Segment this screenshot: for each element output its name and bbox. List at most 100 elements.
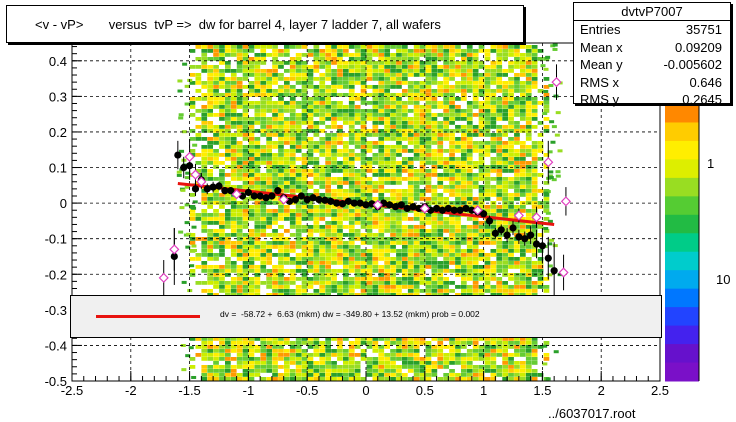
stats-value: -0.005602 <box>663 57 722 72</box>
colorbar-segment <box>665 288 699 308</box>
profile-point-open <box>558 267 569 278</box>
profile-point <box>509 224 517 232</box>
profile-point <box>297 192 305 200</box>
profile-point <box>544 254 552 262</box>
profile-point <box>338 200 347 208</box>
profile-point <box>480 210 488 218</box>
profile-point <box>456 206 464 214</box>
profile-point <box>227 187 235 195</box>
x-tick-label: -0.5 <box>296 383 318 398</box>
profile-black-points <box>170 140 558 300</box>
x-tick-label: 2 <box>598 383 605 398</box>
profile-point <box>274 187 282 195</box>
title-box: <v - vP> versus tvP => dw for barrel 4, … <box>6 5 524 43</box>
stats-row-entries: Entries 35751 <box>574 21 730 39</box>
x-tick-label: 1 <box>480 383 487 398</box>
profile-point-open <box>169 244 180 255</box>
footer-filename: ../6037017.root <box>548 406 636 421</box>
profile-point <box>527 231 535 239</box>
profile-point <box>180 163 188 172</box>
profile-point <box>432 204 441 213</box>
y-tick-label: 0.3 <box>49 89 67 104</box>
colorbar-segment <box>665 177 699 197</box>
profile-point <box>215 182 223 190</box>
stats-name: dvtvP7007 <box>574 3 730 21</box>
fit-legend-text: dv = -58.72 + 6.63 (mkm) dw = -349.80 + … <box>220 309 480 319</box>
profile-point <box>268 192 276 200</box>
profile-point <box>333 199 341 207</box>
colorbar-segment <box>665 233 699 253</box>
profile-point-open <box>551 77 562 88</box>
profile-point <box>503 231 511 239</box>
y-tick-label: -0.4 <box>45 338 67 353</box>
x-tick-label: -1.5 <box>178 383 200 398</box>
colorbar-segment <box>665 344 699 364</box>
colorbar-segment <box>665 122 699 142</box>
stats-label: Entries <box>580 22 621 37</box>
chart-title: <v - vP> versus tvP => dw for barrel 4, … <box>35 17 441 32</box>
stats-row-mean-x: Mean x 0.09209 <box>574 39 730 57</box>
y-axis-ticks: -0.5 -0.4 -0.3 -0.2 -0.1 0 0.1 0.2 0.3 0.4 <box>45 46 82 389</box>
profile-point <box>321 196 329 204</box>
profile-point-open <box>278 194 289 205</box>
profile-point <box>415 204 423 213</box>
y-tick-label: 0.2 <box>49 125 67 140</box>
profile-point <box>344 197 352 205</box>
stats-value: 0.646 <box>689 74 722 90</box>
stats-label: Mean x <box>580 39 623 55</box>
stats-row-rms-y: RMS y 0.2645 <box>574 91 730 109</box>
profile-point-open <box>190 169 201 180</box>
profile-point <box>485 217 494 225</box>
fit-legend-box: dv = -58.72 + 6.63 (mkm) dw = -349.80 + … <box>70 295 662 338</box>
profile-point <box>303 195 311 204</box>
stats-value: 0.09209 <box>675 39 722 55</box>
y-tick-label: -0.5 <box>45 374 67 389</box>
profile-point <box>362 201 370 209</box>
stats-label: RMS x <box>580 74 619 90</box>
stats-row-rms-x: RMS x 0.646 <box>574 74 730 92</box>
y-tick-label: -0.2 <box>45 267 67 282</box>
profile-point-open <box>472 205 483 216</box>
fit-legend-line <box>96 315 200 318</box>
profile-point <box>538 242 547 250</box>
profile-point-open <box>543 157 554 168</box>
profile-point <box>532 240 541 248</box>
profile-point <box>409 203 417 211</box>
profile-point <box>550 267 558 275</box>
profile-point <box>391 203 399 211</box>
y-tick-label: 0 <box>60 196 67 211</box>
profile-point <box>491 229 499 237</box>
profile-point <box>468 206 476 214</box>
profile-point <box>221 187 229 195</box>
colorbar-segment <box>665 140 699 160</box>
profile-point-open <box>158 272 169 283</box>
profile-point-open <box>513 210 524 221</box>
x-tick-label: 0.5 <box>416 383 434 398</box>
x-tick-label: -2.5 <box>61 383 83 398</box>
y-tick-label: 0.1 <box>49 161 67 176</box>
profile-point <box>327 197 335 205</box>
colorbar-segment <box>665 270 699 290</box>
profile-pink-points <box>158 64 572 296</box>
profile-point <box>250 192 258 200</box>
profile-point <box>256 192 264 200</box>
profile-point <box>191 185 200 193</box>
x-tick-label: 1.5 <box>533 383 551 398</box>
profile-point <box>309 194 317 202</box>
profile-point-open <box>560 196 572 207</box>
stats-label: Mean y <box>580 57 623 72</box>
colorbar-segment <box>665 362 699 382</box>
colorbar-segment <box>665 307 699 327</box>
profile-point <box>462 204 470 213</box>
profile-point <box>403 204 411 213</box>
profile-point <box>450 206 458 214</box>
colorbar-segment <box>665 159 699 179</box>
colorbar-segment <box>665 214 699 234</box>
x-tick-label: -2 <box>125 383 137 398</box>
colorbar-segment <box>665 196 699 216</box>
profile-point <box>174 151 182 159</box>
profile-point <box>385 201 394 209</box>
profile-point <box>209 183 217 191</box>
profile-point <box>356 199 364 207</box>
y-tick-label: -0.3 <box>45 303 67 318</box>
